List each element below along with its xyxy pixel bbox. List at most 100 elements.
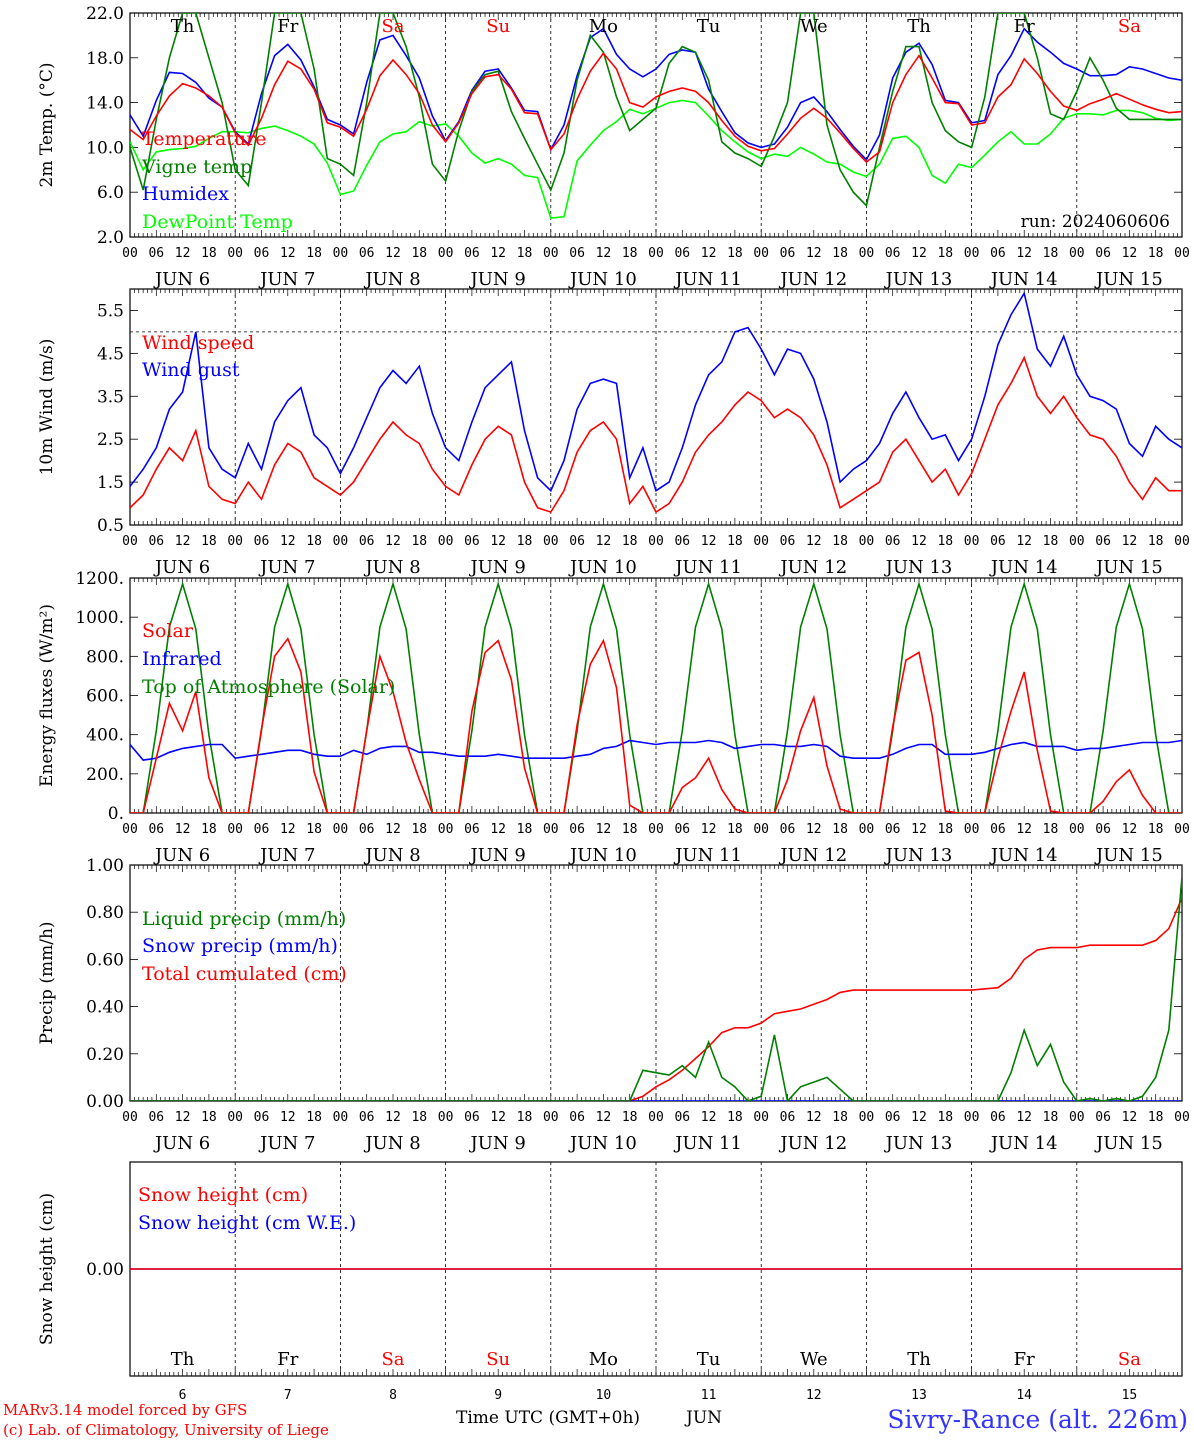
panel-4: 0.00 0.20 0.40 0.60 0.80 1.00 Precip (mm/h) 00 0… [37,856,1190,1154]
legend-entry: Snow height (cm W.E.) [138,1212,356,1234]
hour-tick-label: 18 [201,822,217,837]
hour-tick-label: 12 [701,1110,717,1125]
hour-tick-label: 18 [201,1110,217,1125]
hour-tick-label: 06 [885,534,901,549]
hour-tick-label: 12 [175,822,191,837]
hour-tick-label: 12 [806,1110,822,1125]
hour-tick-label: 12 [385,246,401,261]
hour-tick-label: 18 [411,822,427,837]
hour-tick-label: 12 [806,822,822,837]
hour-tick-label: 12 [911,534,927,549]
day-number-label: 12 [806,1388,822,1403]
hour-tick-label: 06 [990,246,1006,261]
hour-tick-label: 06 [1095,822,1111,837]
hour-tick-label: 12 [701,246,717,261]
legend-entry: Snow height (cm) [138,1184,308,1206]
hour-tick-label: 18 [832,1110,848,1125]
date-label: JUN 13 [884,845,953,866]
hour-tick-label: 06 [359,246,375,261]
hour-tick-label: 12 [596,246,612,261]
legend-entry: Solar [142,620,194,642]
weekday-label: We [800,1349,828,1370]
hour-tick-label: 18 [411,246,427,261]
hour-tick-label: 12 [385,1110,401,1125]
date-label: JUN 7 [258,557,315,578]
hour-tick-label: 00 [122,246,138,261]
date-label: JUN 9 [469,845,526,866]
hour-tick-label: 00 [438,1110,454,1125]
y-axis-title: Snow height (cm) [37,1193,57,1345]
hour-tick-label: 18 [201,534,217,549]
hour-tick-label: 18 [1043,534,1059,549]
time-axis-title: Time UTC (GMT+0h) [456,1408,640,1428]
date-label: JUN 13 [884,269,953,290]
hour-tick-label: 00 [122,534,138,549]
hour-tick-label: 06 [885,246,901,261]
hour-tick-label: 00 [859,822,875,837]
hour-tick-label: 06 [254,1110,270,1125]
hour-tick-label: 12 [490,822,506,837]
hour-tick-label: 00 [227,1110,243,1125]
y-tick-label: 6.0 [97,183,124,203]
hour-tick-label: 18 [937,534,953,549]
hour-tick-label: 06 [990,1110,1006,1125]
series-top-of-atmosphere-solar [130,581,1182,813]
hour-tick-label: 00 [122,1110,138,1125]
y-axis-title: Precip (mm/h) [37,921,57,1044]
hour-tick-label: 06 [990,534,1006,549]
series-wind-speed [130,355,1182,514]
hour-tick-label: 18 [727,822,743,837]
hour-tick-label: 06 [780,1110,796,1125]
date-label: JUN 13 [884,557,953,578]
legend-entry: Wind speed [142,332,254,354]
y-tick-label: 14.0 [86,94,124,114]
day-number-label: 11 [701,1388,717,1403]
y-tick-label: 200. [86,765,124,785]
date-label: JUN 10 [568,269,637,290]
model-credit: MARv3.14 model forced by GFS [3,1401,247,1419]
hour-tick-label: 06 [674,246,690,261]
date-label: JUN 6 [153,557,210,578]
hour-tick-label: 18 [832,246,848,261]
hour-tick-label: 18 [1148,822,1164,837]
plot-frame [129,12,1183,238]
hour-tick-label: 00 [227,534,243,549]
hour-tick-label: 12 [1122,534,1138,549]
weekday-label: Mo [589,16,618,37]
hour-tick-label: 00 [122,822,138,837]
hour-tick-label: 06 [674,1110,690,1125]
hour-tick-label: 12 [596,534,612,549]
day-number-label: 13 [911,1388,927,1403]
hour-tick-label: 06 [464,534,480,549]
hour-tick-label: 06 [464,246,480,261]
legend-entry: Infrared [142,648,222,670]
hour-tick-label: 12 [175,246,191,261]
y-tick-label: 1.00 [86,856,124,876]
hour-tick-label: 12 [1122,1110,1138,1125]
hour-tick-label: 00 [753,1110,769,1125]
hour-tick-label: 18 [1043,246,1059,261]
series-infrared [130,739,1182,761]
hour-tick-label: 18 [622,822,638,837]
hour-tick-label: 12 [911,1110,927,1125]
hour-tick-label: 18 [306,534,322,549]
hour-tick-label: 00 [227,822,243,837]
y-axis-title: 2m Temp. (°C) [37,62,57,187]
hour-tick-label: 00 [543,246,559,261]
hour-tick-label: 00 [438,246,454,261]
y-tick-label: 600. [86,687,124,707]
y-tick-label: 1.5 [97,473,124,493]
hour-tick-label: 06 [148,534,164,549]
date-label: JUN 8 [363,845,420,866]
hour-tick-label: 00 [753,246,769,261]
hour-tick-label: 06 [1095,1110,1111,1125]
hour-tick-label: 06 [148,822,164,837]
hour-tick-label: 12 [280,534,296,549]
panel-3: 0. 200. 400. 600. 800. 1000. 1200. Energy fluxe… [37,569,1190,866]
hour-tick-label: 06 [359,534,375,549]
y-tick-label: 5.5 [97,301,124,321]
hour-tick-label: 18 [937,822,953,837]
hour-tick-label: 00 [648,534,664,549]
weekday-label: Tu [697,16,721,37]
weekday-label: Sa [381,1349,404,1370]
